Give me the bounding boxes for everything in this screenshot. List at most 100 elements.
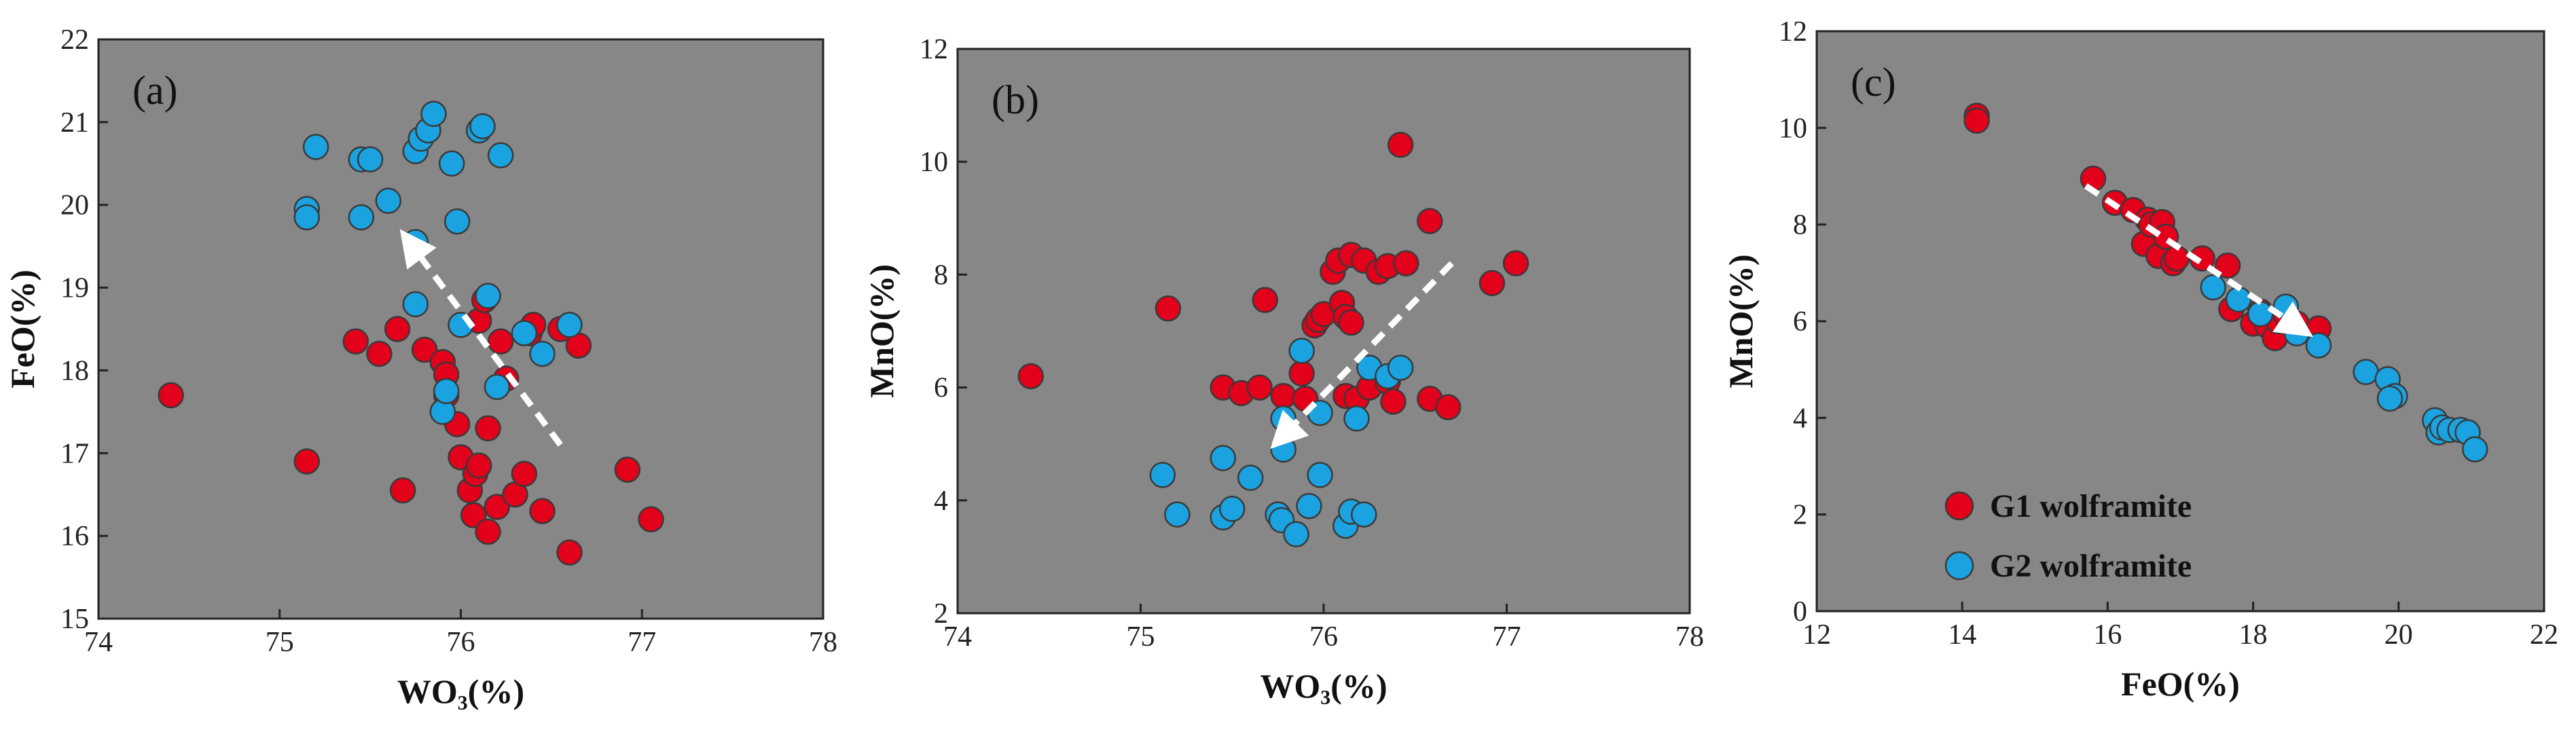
x-tick-label: 75 xyxy=(1127,621,1155,653)
chart-panel-2: 12 14 16 18 20 22 0 2 4 6 8 10 12 FeO(%) MnO(%) (c) G1 w… xyxy=(1722,16,2558,703)
y-tick-label: 8 xyxy=(1793,210,1807,241)
point-G2 xyxy=(2305,332,2332,359)
legend-label-G2: G2 wolframite xyxy=(1990,548,2192,584)
point-G1 xyxy=(475,518,501,545)
series-G2 xyxy=(293,101,583,425)
point-G2 xyxy=(1149,462,1176,488)
point-G2 xyxy=(302,134,329,160)
point-G1 xyxy=(411,336,438,363)
point-G1 xyxy=(1435,394,1462,420)
point-G1 xyxy=(158,382,184,409)
point-G1 xyxy=(342,328,369,355)
point-G2 xyxy=(438,150,465,177)
point-G2 xyxy=(433,378,460,405)
point-G2 xyxy=(556,312,583,338)
x-tick-label: 22 xyxy=(2530,619,2558,651)
point-G1 xyxy=(384,316,411,342)
point-G2 xyxy=(1343,405,1370,432)
point-G2 xyxy=(420,101,447,127)
point-G2 xyxy=(293,204,321,231)
x-tick-label: 77 xyxy=(628,627,656,658)
x-tick-label: 18 xyxy=(2239,619,2268,651)
plot-area xyxy=(1815,30,2545,613)
y-tick-label: 15 xyxy=(60,604,89,635)
point-G2 xyxy=(1237,464,1264,491)
point-G2 xyxy=(469,113,496,140)
point-G2 xyxy=(2353,359,2379,385)
x-tick-label: 16 xyxy=(2093,619,2122,651)
y-tick-label: 4 xyxy=(934,486,948,517)
point-G1 xyxy=(293,448,321,475)
point-G1 xyxy=(1155,295,1182,322)
point-G2 xyxy=(484,374,511,401)
y-tick-label: 20 xyxy=(60,190,89,221)
point-G2 xyxy=(443,208,471,235)
series-G1 xyxy=(158,287,664,566)
y-tick-label: 21 xyxy=(60,107,89,139)
y-tick-label: 0 xyxy=(1793,596,1807,627)
x-tick-label: 76 xyxy=(1309,621,1338,653)
point-G2 xyxy=(487,142,514,168)
y-tick-label: 4 xyxy=(1793,403,1807,434)
x-tick-label: 74 xyxy=(943,621,972,653)
point-G2 xyxy=(1210,445,1237,471)
point-G1 xyxy=(1270,382,1296,409)
point-G1 xyxy=(1417,208,1443,234)
series-G2 xyxy=(1149,338,1414,547)
point-G1 xyxy=(1288,360,1315,387)
x-tick-label: 77 xyxy=(1493,621,1521,653)
y-tick-label: 22 xyxy=(60,24,89,56)
point-G1 xyxy=(556,539,583,566)
y-axis-title: FeO(%) xyxy=(3,270,41,388)
point-G2 xyxy=(375,187,402,214)
point-G2 xyxy=(2376,385,2403,412)
point-G2 xyxy=(1219,496,1246,522)
point-G1 xyxy=(465,452,492,479)
point-G2 xyxy=(2247,301,2274,327)
point-G2 xyxy=(348,204,375,231)
x-tick-label: 14 xyxy=(1948,619,1976,651)
point-G2 xyxy=(1288,338,1315,364)
x-axis-title: WO₃(%) xyxy=(397,672,524,710)
point-G1 xyxy=(1246,374,1273,401)
point-G1 xyxy=(1338,309,1364,336)
point-G1 xyxy=(638,506,664,533)
point-G1 xyxy=(2214,252,2241,279)
point-G2 xyxy=(1387,354,1414,381)
point-G1 xyxy=(475,415,501,441)
legend-marker-G2 xyxy=(1944,551,1974,581)
y-tick-label: 12 xyxy=(1779,16,1807,48)
panel-label: (c) xyxy=(1851,60,1896,105)
point-G2 xyxy=(2462,436,2488,462)
x-tick-label: 74 xyxy=(84,627,113,658)
x-tick-label: 12 xyxy=(1802,619,1831,651)
x-tick-label: 75 xyxy=(266,627,294,658)
y-axis-title: MnO(%) xyxy=(863,264,901,398)
point-G2 xyxy=(1270,436,1296,463)
point-G1 xyxy=(1963,107,1990,134)
x-axis-title: WO₃(%) xyxy=(1260,667,1387,705)
point-G1 xyxy=(1017,363,1045,390)
y-tick-label: 18 xyxy=(60,355,89,386)
panel-label: (b) xyxy=(992,77,1039,122)
y-tick-label: 12 xyxy=(920,34,948,65)
y-tick-label: 10 xyxy=(920,147,948,178)
panel-label: (a) xyxy=(132,68,178,113)
trend-arrow xyxy=(399,229,563,447)
point-G2 xyxy=(1351,501,1377,528)
point-G2 xyxy=(357,146,384,172)
point-G1 xyxy=(529,498,556,524)
point-G2 xyxy=(402,291,429,318)
point-G2 xyxy=(1307,462,1333,488)
y-tick-label: 2 xyxy=(934,598,948,630)
y-tick-label: 2 xyxy=(1793,500,1807,531)
point-G1 xyxy=(460,502,487,528)
series-G1 xyxy=(1017,132,1529,420)
chart-panel-1: 74 75 76 77 78 2 4 6 8 10 12 WO₃(%) MnO(%) (b) xyxy=(863,34,1704,705)
point-G2 xyxy=(529,340,556,367)
x-tick-label: 78 xyxy=(809,627,837,658)
x-axis-title: FeO(%) xyxy=(2121,665,2240,703)
y-axis-title: MnO(%) xyxy=(1722,254,1760,388)
chart-panel-0: 74 75 76 77 78 15 16 17 18 19 20 21 22 WO₃(%) FeO(%) (a… xyxy=(3,24,837,710)
